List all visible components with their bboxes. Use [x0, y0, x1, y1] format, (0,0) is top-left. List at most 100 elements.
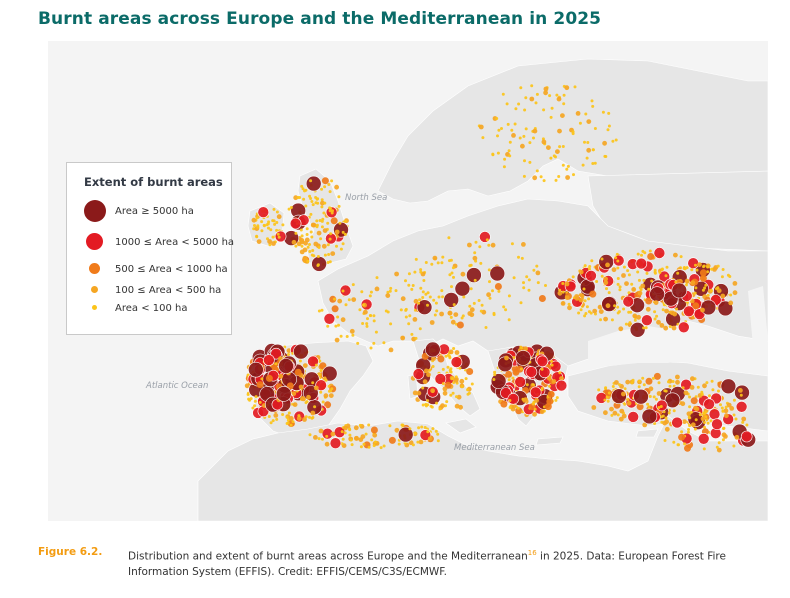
burnt-area-point [260, 377, 264, 381]
burnt-area-point [308, 250, 312, 253]
burnt-area-point [321, 177, 329, 185]
burnt-area-point [668, 325, 672, 329]
burnt-area-point [408, 314, 412, 318]
burnt-area-point [450, 285, 453, 289]
burnt-area-point [519, 367, 523, 371]
burnt-area-point [621, 413, 627, 419]
burnt-area-point [247, 397, 251, 401]
burnt-area-point [316, 263, 320, 267]
burnt-area-point [582, 287, 586, 291]
burnt-area-point [442, 390, 448, 396]
burnt-area-point [420, 425, 424, 429]
burnt-area-point [653, 268, 657, 272]
burnt-area-point [542, 179, 546, 183]
burnt-area-point [404, 279, 407, 283]
burnt-area-point [505, 102, 509, 106]
burnt-area-point [664, 274, 668, 278]
burnt-area-point [426, 303, 429, 307]
burnt-area-point [468, 304, 472, 308]
burnt-area-point [532, 411, 537, 417]
burnt-area-point [523, 159, 526, 163]
burnt-area-point [535, 92, 539, 96]
legend-dot-xl [84, 200, 106, 222]
burnt-area-point [328, 260, 332, 264]
burnt-area-point [522, 134, 526, 138]
burnt-area-point [522, 174, 526, 178]
burnt-area-point [578, 121, 582, 125]
burnt-area-point [524, 96, 528, 100]
burnt-area-point [672, 409, 676, 413]
burnt-area-point [658, 270, 671, 283]
burnt-area-point [421, 290, 425, 294]
burnt-area-point [369, 290, 373, 294]
burnt-area-point [328, 237, 332, 241]
burnt-area-point [597, 388, 601, 392]
burnt-area-point [564, 281, 570, 287]
burnt-area-point [310, 416, 314, 420]
burnt-area-point [326, 221, 330, 225]
burnt-area-point [298, 359, 302, 363]
legend-label: Area < 100 ha [115, 303, 188, 314]
burnt-area-point [426, 430, 430, 434]
burnt-area-point [637, 290, 643, 296]
burnt-area-point [586, 141, 590, 144]
burnt-area-point [454, 280, 471, 297]
burnt-area-point [388, 347, 394, 353]
burnt-area-point [700, 307, 705, 313]
burnt-area-point [550, 106, 554, 110]
burnt-area-point [298, 384, 304, 390]
burnt-area-point [501, 92, 505, 96]
burnt-area-point [296, 196, 300, 199]
burnt-area-point [532, 136, 535, 140]
burnt-area-point [466, 267, 482, 283]
burnt-area-point [555, 379, 568, 392]
burnt-area-point [734, 384, 750, 401]
burnt-area-point [557, 128, 562, 134]
burnt-area-point [275, 417, 279, 421]
burnt-area-point [422, 379, 428, 385]
burnt-area-point [349, 438, 353, 442]
burnt-area-point [520, 143, 525, 149]
burnt-area-point [469, 287, 473, 291]
figure-caption-text: Distribution and extent of burnt areas a… [128, 546, 778, 580]
burnt-area-point [645, 271, 649, 275]
burnt-area-point [424, 261, 428, 264]
burnt-area-point [459, 378, 465, 384]
burnt-area-point [523, 108, 527, 112]
burnt-area-point [626, 400, 632, 406]
burnt-area-point [495, 117, 499, 120]
burnt-area-point [586, 119, 592, 124]
burnt-area-point [536, 355, 549, 368]
burnt-area-point [331, 209, 334, 213]
burnt-area-point [592, 308, 598, 314]
burnt-area-point [650, 279, 654, 283]
burnt-area-point [522, 286, 526, 290]
burnt-area-point [589, 290, 597, 298]
burnt-area-point [687, 430, 690, 434]
burnt-area-point [329, 232, 333, 236]
burnt-area-point [312, 254, 316, 258]
burnt-area-point [717, 441, 721, 445]
burnt-area-point [503, 157, 507, 161]
burnt-area-point [688, 424, 692, 428]
cyprus-land [635, 428, 659, 438]
burnt-area-point [645, 377, 653, 385]
burnt-area-point [539, 409, 545, 415]
burnt-area-point [672, 440, 676, 444]
figure-number: Figure 6.2. [38, 546, 103, 558]
burnt-area-point [448, 273, 452, 277]
burnt-area-point [578, 297, 584, 303]
burnt-area-point [326, 324, 330, 328]
burnt-area-point [473, 251, 477, 255]
burnt-area-point [595, 280, 599, 283]
burnt-area-point [567, 302, 571, 306]
burnt-area-point [325, 434, 329, 438]
burnt-area-point [732, 281, 738, 286]
burnt-area-point [637, 385, 641, 389]
burnt-area-point [294, 368, 302, 376]
burnt-area-point [554, 178, 558, 182]
footnote-ref[interactable]: 16 [527, 549, 537, 557]
burnt-area-point [469, 263, 473, 267]
burnt-area-point [268, 243, 272, 247]
burnt-area-point [330, 431, 336, 437]
